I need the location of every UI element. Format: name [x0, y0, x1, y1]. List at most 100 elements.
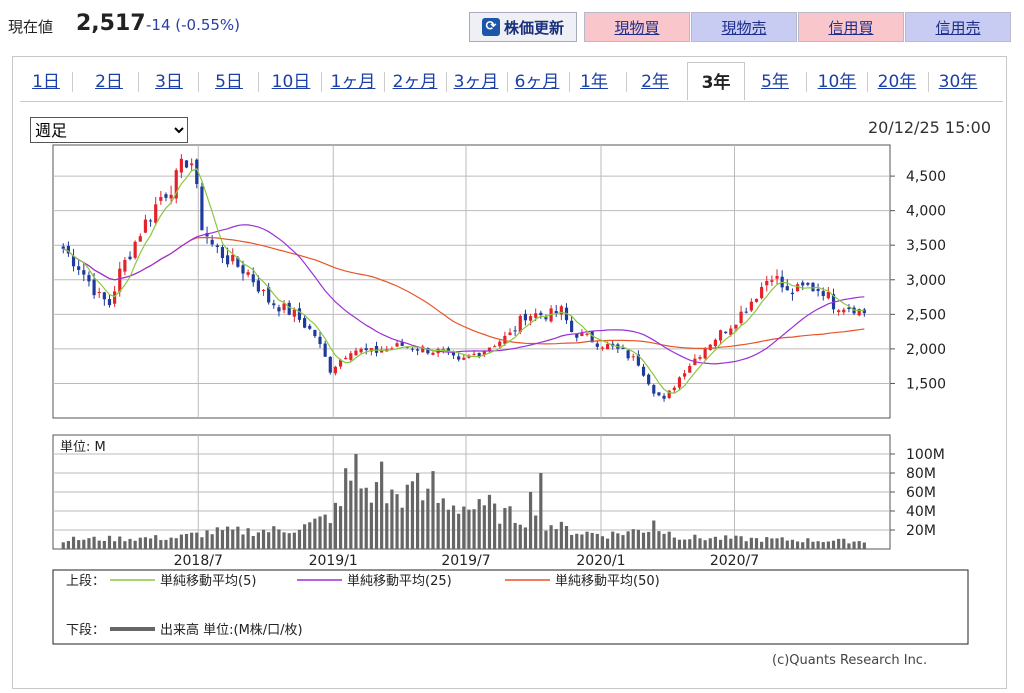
volume-bar [621, 535, 625, 549]
tab-30y[interactable]: 30年 [938, 72, 978, 92]
tab-5y[interactable]: 5年 [761, 72, 789, 92]
volume-bar [138, 537, 142, 549]
margin-sell-button[interactable]: 信用売 [905, 12, 1011, 42]
volume-bar [775, 538, 779, 549]
volume-bar [539, 473, 543, 549]
volume-bar [272, 526, 276, 549]
volume-bar [457, 513, 461, 549]
volume-bar [595, 533, 599, 549]
volume-bar [128, 538, 132, 549]
candle-body [82, 270, 86, 275]
volume-bar [400, 507, 404, 549]
tab-6m[interactable]: 6ヶ月 [514, 72, 560, 92]
candle-body [118, 268, 122, 292]
tab-1d[interactable]: 1日 [32, 72, 60, 92]
candle-body [513, 330, 517, 332]
candle-body [241, 265, 245, 274]
candle-body [718, 330, 723, 341]
volume-bar [82, 539, 86, 549]
volume-bar [451, 505, 456, 549]
candle-body [539, 312, 543, 316]
candle-body [349, 353, 353, 360]
candle-body [318, 336, 322, 345]
candle-body [113, 291, 117, 304]
candle-body [672, 387, 676, 391]
candle-body [308, 325, 312, 329]
cash-sell-button[interactable]: 現物売 [691, 12, 797, 42]
candle-body [364, 348, 368, 351]
volume-bar [338, 506, 343, 549]
candle-body [380, 350, 384, 353]
tab-10y[interactable]: 10年 [817, 72, 857, 92]
volume-bar [179, 534, 183, 549]
volume-bar [431, 471, 435, 549]
legend-ma25-label: 単純移動平均(25) [347, 573, 452, 589]
candle-body [359, 348, 363, 353]
x-axis: 2018/7 2019/1 2019/7 2020/1 2020/7 [174, 553, 760, 569]
price-axis: 1,500 2,000 2,500 3,000 3,500 4,000 4,500 [890, 169, 946, 392]
volume-bar [780, 537, 784, 549]
volume-bar [148, 538, 153, 549]
candle-body [575, 333, 579, 338]
candle-body [431, 352, 435, 355]
candle-period-select[interactable]: 週足 [30, 117, 188, 143]
tab-5d[interactable]: 5日 [215, 72, 243, 92]
legend-upper-label: 上段： [66, 574, 105, 589]
volume-bar [472, 509, 476, 549]
tab-2d[interactable]: 2日 [95, 72, 123, 92]
tab-3y[interactable]: 3年 [687, 62, 745, 100]
volume-bar [667, 531, 671, 549]
candle-body [328, 356, 332, 373]
candle-body [667, 390, 671, 399]
tab-3m[interactable]: 3ヶ月 [453, 72, 499, 92]
volume-bar [534, 515, 538, 549]
volume-bar [195, 532, 199, 549]
volume-bar [770, 538, 774, 549]
tab-2m[interactable]: 2ヶ月 [392, 72, 438, 92]
tab-3d[interactable]: 3日 [155, 72, 183, 92]
volume-bar [61, 542, 65, 549]
volume-bar [323, 514, 327, 549]
volume-bar [251, 536, 255, 549]
cash-buy-button[interactable]: 現物買 [584, 12, 690, 42]
tab-1m[interactable]: 1ヶ月 [330, 72, 376, 92]
volume-bar [842, 538, 846, 549]
volume-bar [261, 529, 266, 549]
candle-body [97, 292, 101, 294]
candle-body [729, 328, 733, 335]
price-tick-label: 1,500 [906, 376, 946, 392]
refresh-price-button[interactable]: ⟳ 株価更新 [469, 12, 577, 42]
volume-bar [585, 531, 589, 549]
margin-buy-button[interactable]: 信用買 [798, 12, 904, 42]
tab-2y[interactable]: 2年 [641, 72, 669, 92]
tab-20y[interactable]: 20年 [877, 72, 917, 92]
volume-bar [672, 537, 676, 549]
volume-unit-label: 単位: M [60, 439, 106, 455]
volume-bars [61, 454, 866, 549]
candle-body [462, 357, 466, 360]
tab-10d[interactable]: 10日 [271, 72, 311, 92]
volume-bar [837, 538, 841, 549]
volume-bar [801, 542, 805, 549]
volume-bar [297, 529, 302, 549]
tab-1y[interactable]: 1年 [580, 72, 608, 92]
candle-body [544, 317, 548, 320]
ma50-line [63, 236, 865, 349]
candle-body [231, 254, 235, 262]
candle-body [66, 245, 70, 254]
volume-bar [590, 532, 594, 549]
volume-bar [66, 540, 70, 549]
candle-body [508, 332, 512, 335]
candle-body [410, 348, 415, 350]
candle-body [770, 280, 774, 282]
volume-bar [133, 540, 137, 549]
candle-body [698, 357, 702, 359]
volume-bar [369, 502, 373, 549]
candle-body [493, 346, 497, 348]
candle-body [61, 246, 65, 249]
volume-bar [107, 535, 112, 549]
candle-body [71, 256, 76, 267]
volume-bar [143, 537, 148, 549]
candle-body [107, 299, 112, 306]
price-tick-label: 3,000 [906, 273, 946, 289]
